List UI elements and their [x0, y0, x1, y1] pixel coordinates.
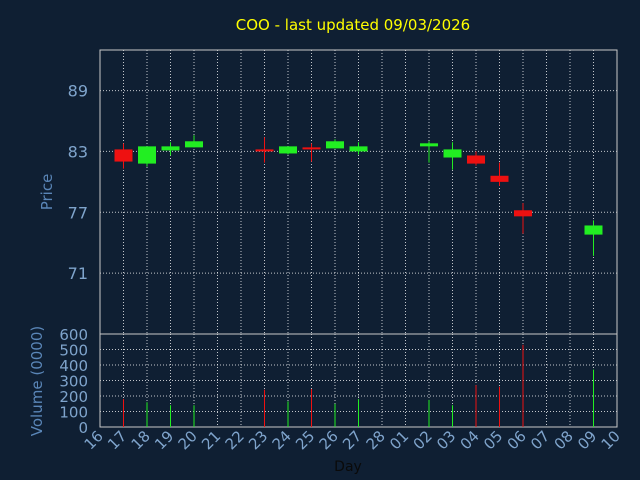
price-axis-label: Price — [38, 174, 56, 211]
candle-body — [584, 225, 603, 235]
price-tick-label: 89 — [68, 82, 88, 101]
candle-body — [114, 149, 133, 162]
candle-body — [326, 141, 344, 149]
candle-body — [138, 146, 156, 164]
price-tick-label: 77 — [68, 203, 88, 222]
volume-tick-label: 600 — [59, 326, 88, 344]
volume-tick-label: 300 — [59, 373, 88, 391]
candle-body — [161, 146, 180, 151]
price-panel: 71 77 83 89 — [68, 49, 618, 335]
volume-tick-label: 100 — [59, 404, 88, 422]
candle-body — [279, 146, 297, 154]
volume-axis-label: Volume (0000) — [28, 326, 46, 436]
volume-tick-label: 400 — [59, 357, 88, 375]
volume-tick-label: 200 — [59, 388, 88, 406]
price-tick-label: 83 — [68, 142, 88, 161]
volume-tick-label: 0 — [78, 419, 88, 437]
candle-body — [490, 175, 509, 182]
candle-body — [467, 155, 485, 164]
candle-body — [420, 143, 438, 147]
candle-body — [302, 147, 321, 150]
candle-body — [514, 210, 532, 217]
candle-body — [255, 149, 274, 152]
x-tick-labels: 1617181920212223242526272801020304050607… — [81, 427, 624, 453]
x-axis-label: Day — [334, 459, 362, 475]
candle-body — [443, 149, 462, 158]
volume-tick-label: 500 — [59, 342, 88, 360]
candle-body — [185, 141, 203, 148]
candle-body — [349, 146, 368, 152]
chart-title: COO - last updated 09/03/2026 — [236, 16, 470, 34]
price-tick-label: 71 — [68, 264, 88, 283]
